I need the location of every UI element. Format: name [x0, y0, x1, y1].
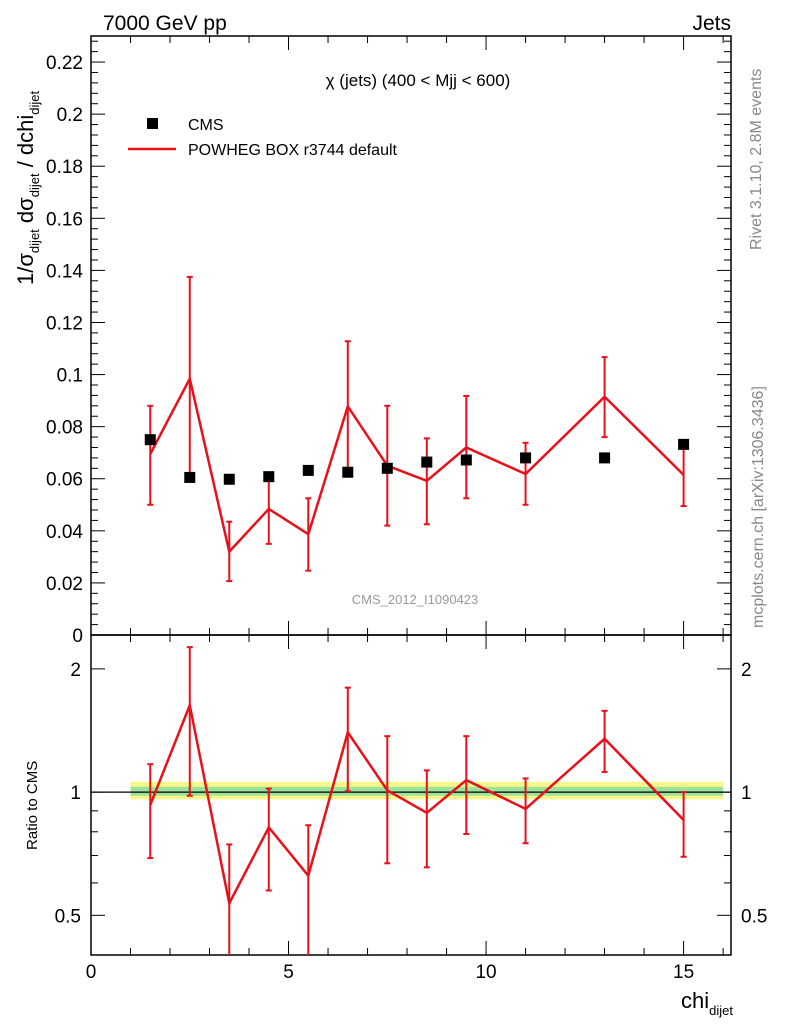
- cms-data-point: [263, 471, 275, 483]
- cms-data-point: [520, 452, 532, 464]
- x-tick-label: 15: [673, 962, 694, 983]
- cms-data-point: [460, 454, 472, 466]
- main-y-tick-label: 0.08: [46, 418, 83, 439]
- cms-data-point: [421, 456, 433, 468]
- header-energy-label: 7000 GeV pp: [103, 12, 227, 35]
- x-tick-label: 0: [86, 962, 97, 983]
- main-y-tick-label: 0.04: [46, 522, 83, 543]
- ratio-plot-frame: [90, 634, 732, 956]
- main-y-tick-label: 0.2: [57, 105, 83, 126]
- main-y-tick-label: 0.02: [46, 574, 83, 595]
- main-y-tick-label: 0.14: [46, 261, 83, 282]
- main-y-tick-label: 0.12: [46, 313, 83, 334]
- ratio-y-tick-label: 2: [70, 660, 81, 681]
- main-y-tick-label: 0.22: [46, 53, 83, 74]
- main-y-tick-label: 0.06: [46, 470, 83, 491]
- ratio-y-tick-label-right: 1: [741, 783, 752, 804]
- cms-data-point: [144, 434, 156, 446]
- main-y-tick-label: 0.16: [46, 209, 83, 230]
- mcplots-label: mcplots.cern.ch [arXiv:1306.3436]: [750, 386, 767, 628]
- analysis-watermark: CMS_2012_I1090423: [352, 592, 479, 607]
- cms-data-point: [342, 466, 354, 478]
- legend-cms-label: CMS: [188, 117, 224, 134]
- ratio-y-axis-label: Ratio to CMS: [24, 761, 41, 850]
- x-tick-label: 10: [475, 962, 496, 983]
- main-plot-frame: [90, 35, 732, 636]
- cms-data-point: [678, 438, 690, 450]
- main-y-tick-label: 0.18: [46, 157, 83, 178]
- cms-data-point: [302, 464, 314, 476]
- main-y-tick-label: 0.1: [57, 366, 83, 387]
- chart-title: χ (jets) (400 < Mjj < 600): [326, 71, 511, 90]
- ratio-y-tick-label: 0.5: [55, 906, 81, 927]
- ratio-plot-area: 0.5 0.5 1 1 2 2 0 5 10 15: [55, 634, 767, 983]
- x-axis-label: chidijet: [681, 988, 733, 1018]
- legend-cms-marker: [147, 118, 158, 129]
- cms-data-point: [223, 473, 235, 485]
- rivet-version-label: Rivet 3.1.10, 2.8M events: [748, 69, 765, 250]
- legend-powheg-label: POWHEG BOX r3744 default: [188, 142, 398, 159]
- ratio-series-line: [149, 700, 685, 908]
- cms-data-point: [599, 452, 611, 464]
- header-process-label: Jets: [692, 12, 731, 35]
- legend: CMS POWHEG BOX r3744 default: [128, 117, 398, 159]
- ratio-y-tick-label-right: 0.5: [741, 906, 767, 927]
- main-y-tick-label: 0: [72, 626, 83, 647]
- ratio-y-tick-label: 1: [70, 783, 81, 804]
- main-y-axis-label: 1/σdijet dσdijet / dchidijet: [13, 90, 42, 285]
- cms-data-point: [184, 471, 196, 483]
- cms-data-point: [381, 462, 393, 474]
- main-plot-area: 0 0.02 0.04 0.06 0.08 0.1 0.12 0.14 0.16 0.18 0.2 0…: [46, 35, 732, 647]
- x-tick-label: 5: [283, 962, 294, 983]
- powheg-series-line: [149, 375, 685, 555]
- ratio-y-tick-label-right: 2: [741, 660, 752, 681]
